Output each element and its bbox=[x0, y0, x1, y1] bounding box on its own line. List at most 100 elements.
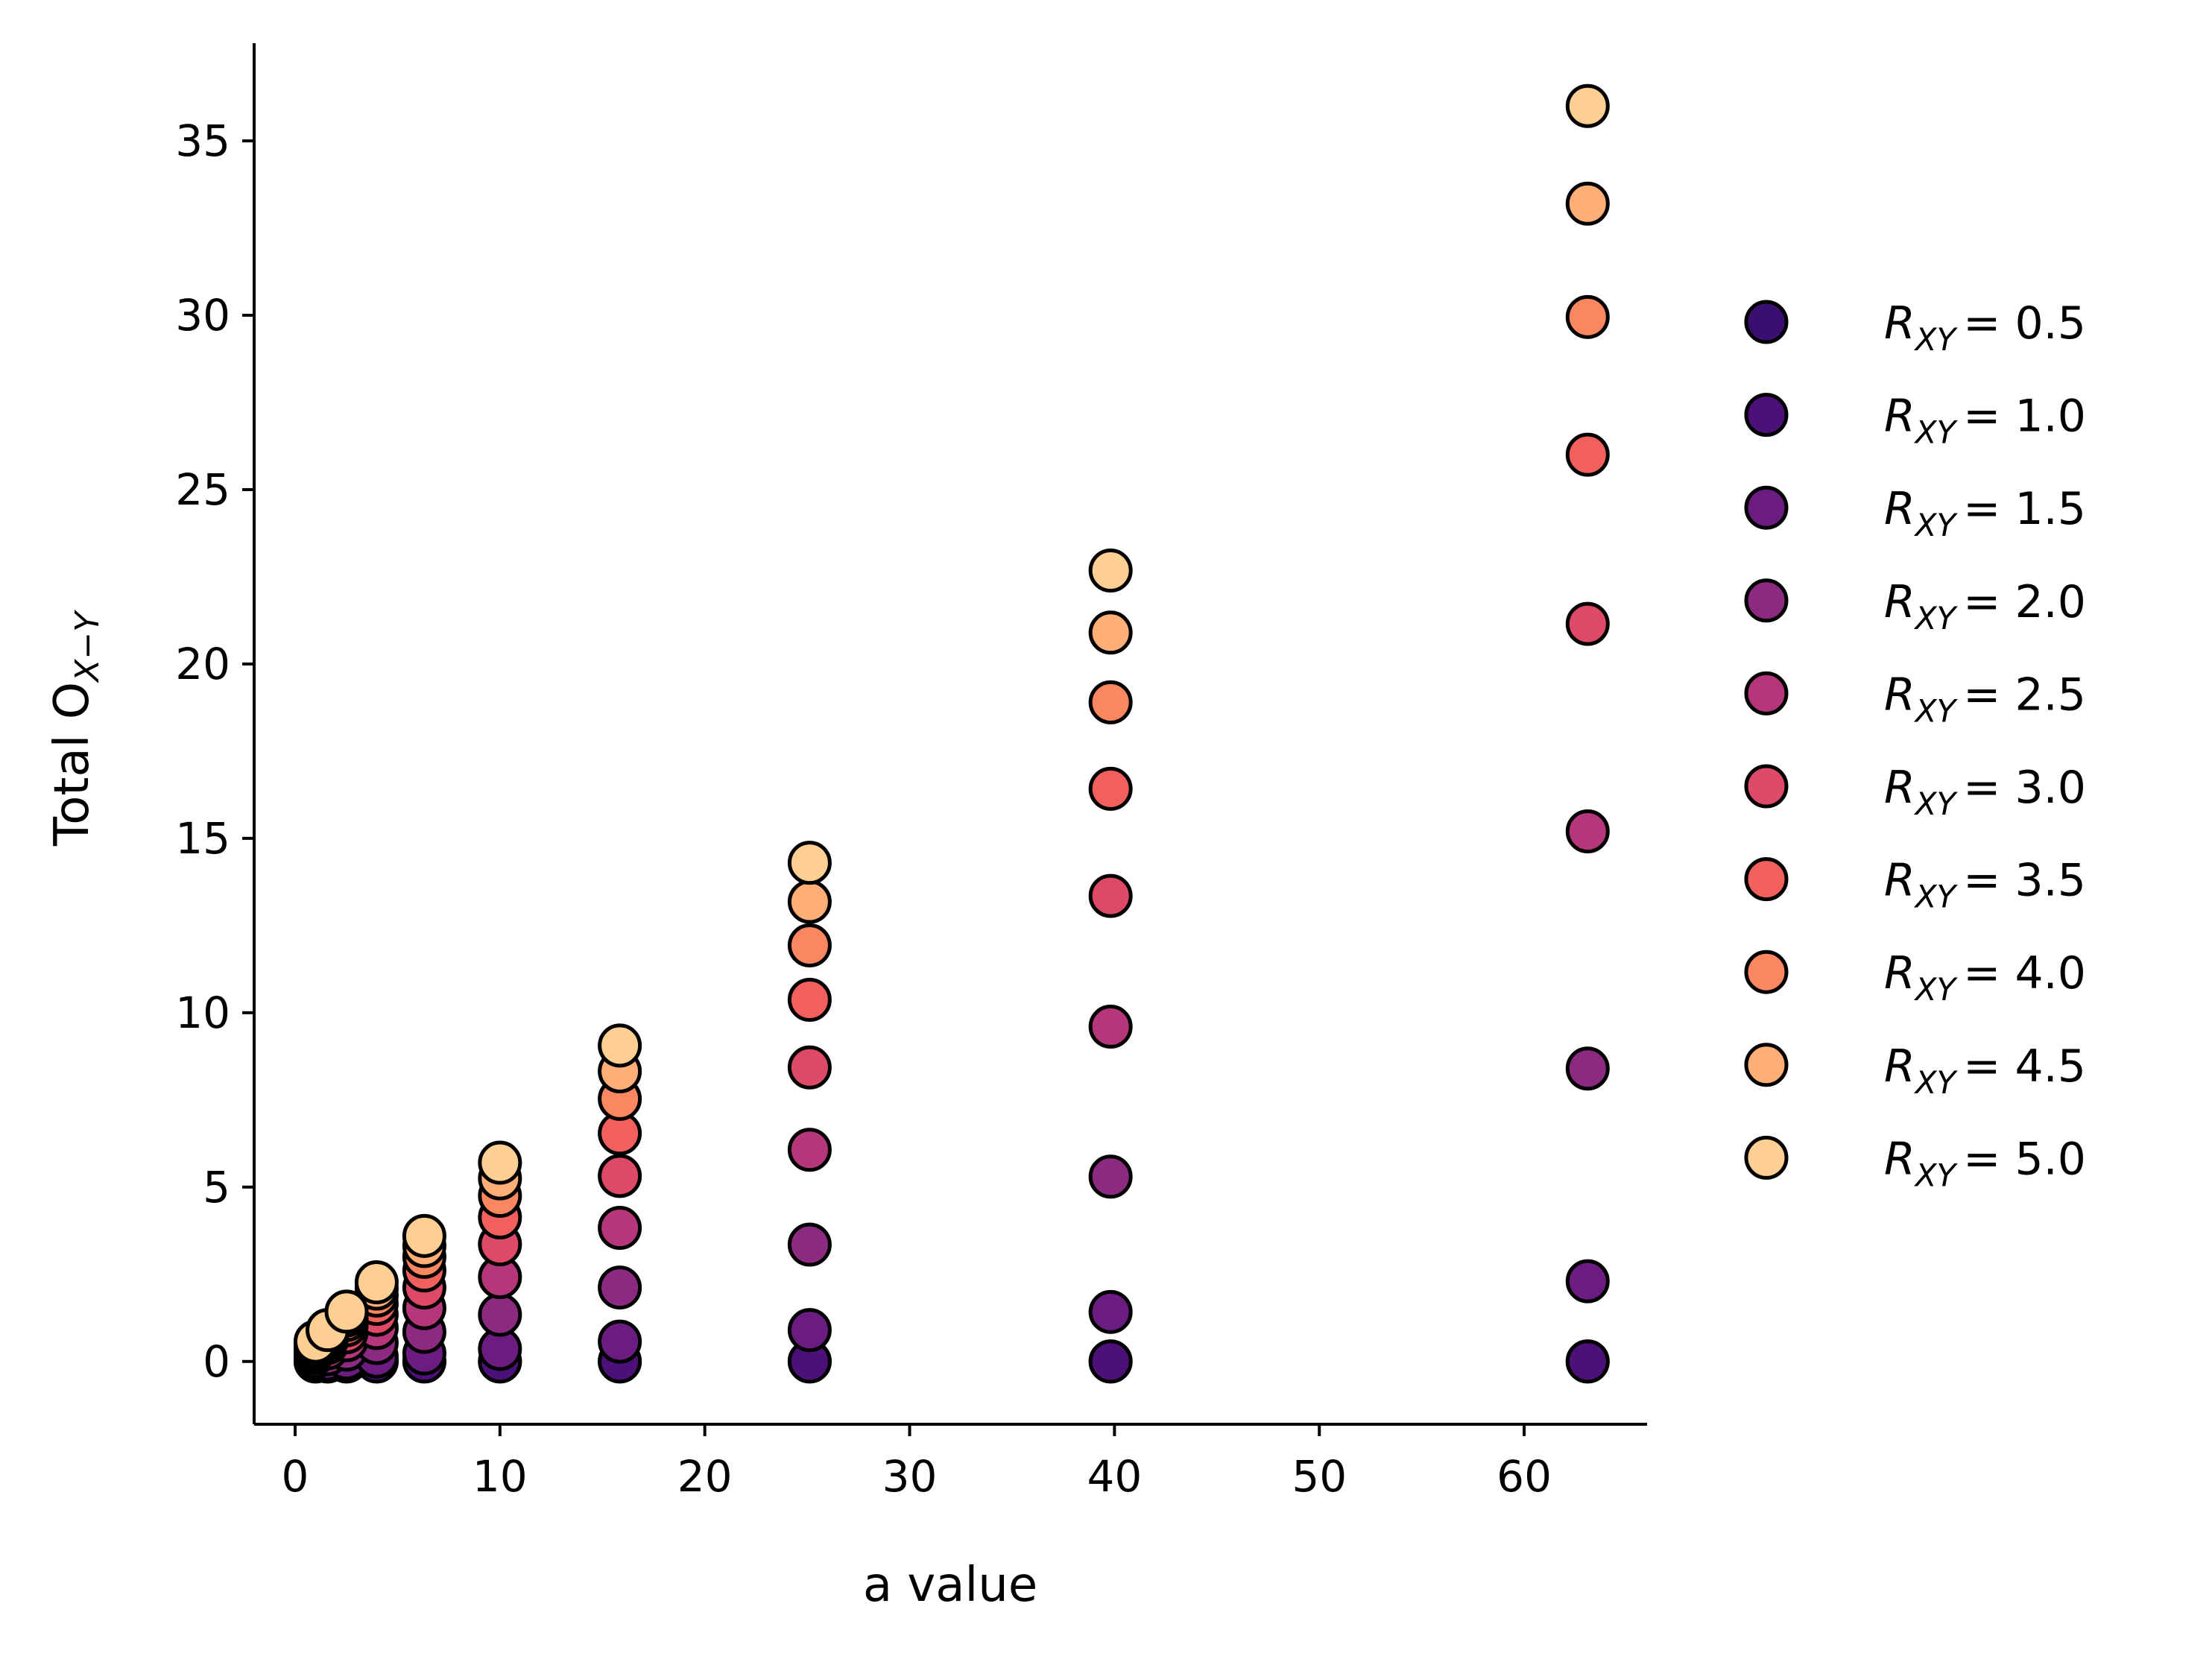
legend-label-subscript: XY bbox=[1914, 786, 1959, 822]
data-point bbox=[787, 841, 832, 885]
y-tick-label: 5 bbox=[203, 1162, 230, 1213]
data-point bbox=[1565, 432, 1610, 477]
data-point bbox=[787, 1128, 832, 1172]
legend-label-subscript: XY bbox=[1914, 692, 1959, 729]
legend-label: RXY = 4.5 bbox=[1884, 1040, 2086, 1101]
data-point bbox=[1565, 181, 1610, 226]
data-point bbox=[598, 1023, 642, 1068]
y-tick-label: 20 bbox=[175, 639, 230, 689]
legend-label: RXY = 3.5 bbox=[1884, 855, 2086, 915]
data-point bbox=[1565, 1046, 1610, 1091]
y-tick-label: 15 bbox=[175, 813, 230, 864]
data-point bbox=[787, 879, 832, 924]
legend-label-subscript: XY bbox=[1914, 1064, 1959, 1101]
data-point bbox=[1088, 680, 1133, 724]
legend-label-subscript: XY bbox=[1914, 600, 1959, 636]
x-tick-label: 30 bbox=[882, 1451, 938, 1502]
y-tick-label: 30 bbox=[175, 290, 230, 341]
legend-label: RXY = 2.5 bbox=[1884, 669, 2086, 729]
x-tick-label: 50 bbox=[1292, 1451, 1347, 1502]
legend-label-value: = 0.5 bbox=[1963, 297, 2086, 350]
legend-marker bbox=[1744, 1043, 1789, 1087]
legend-marker bbox=[1744, 300, 1789, 344]
legend-label-subscript: XY bbox=[1914, 1157, 1959, 1193]
data-point bbox=[354, 1260, 399, 1305]
legend-label-value: = 5.0 bbox=[1963, 1133, 2086, 1185]
y-axis-label-main: Total O bbox=[45, 682, 100, 847]
data-point bbox=[1088, 1154, 1133, 1199]
y-axis-label-subscript: X−Y bbox=[69, 610, 107, 683]
data-point bbox=[478, 1292, 522, 1337]
y-tick-label: 10 bbox=[175, 987, 230, 1038]
legend-label-main: R bbox=[1884, 947, 1915, 999]
legend-label-subscript: XY bbox=[1914, 321, 1959, 358]
data-point bbox=[787, 1222, 832, 1267]
data-point bbox=[787, 923, 832, 968]
legend-label-subscript: XY bbox=[1914, 414, 1959, 451]
legend-label-main: R bbox=[1884, 391, 1915, 443]
legend-label: RXY = 3.0 bbox=[1884, 762, 2086, 822]
legend-label: RXY = 1.5 bbox=[1884, 483, 2086, 543]
data-point bbox=[402, 1213, 446, 1258]
legend-marker bbox=[1744, 1135, 1789, 1180]
data-point bbox=[1565, 294, 1610, 339]
legend-label: RXY = 0.5 bbox=[1884, 297, 2086, 358]
x-tick-label: 60 bbox=[1497, 1451, 1552, 1502]
legend-label: RXY = 1.0 bbox=[1884, 391, 2086, 451]
data-point bbox=[1088, 549, 1133, 593]
legend-label-value: = 4.0 bbox=[1963, 947, 2086, 999]
legend-label-value: = 4.5 bbox=[1963, 1040, 2086, 1093]
y-tick-label: 0 bbox=[203, 1336, 230, 1387]
data-point bbox=[1565, 83, 1610, 128]
x-tick-label: 10 bbox=[473, 1451, 528, 1502]
legend-label-value: = 1.5 bbox=[1963, 483, 2086, 535]
data-point bbox=[787, 978, 832, 1023]
data-point bbox=[1088, 1289, 1133, 1334]
y-tick-label: 35 bbox=[175, 116, 230, 166]
legend-marker bbox=[1744, 949, 1789, 994]
data-point bbox=[1088, 610, 1133, 655]
legend-label: RXY = 2.0 bbox=[1884, 576, 2086, 636]
legend-label-value: = 1.0 bbox=[1963, 391, 2086, 443]
legend-marker bbox=[1744, 764, 1789, 809]
data-point bbox=[1565, 1259, 1610, 1304]
x-axis-label: a value bbox=[863, 1558, 1037, 1613]
legend-label-main: R bbox=[1884, 576, 1915, 628]
data-point bbox=[787, 1045, 832, 1090]
x-tick-label: 40 bbox=[1087, 1451, 1142, 1502]
x-tick-label: 20 bbox=[677, 1451, 733, 1502]
legend-marker bbox=[1744, 857, 1789, 902]
legend-marker bbox=[1744, 485, 1789, 530]
legend-label-value: = 3.5 bbox=[1963, 855, 2086, 907]
data-point bbox=[787, 1308, 832, 1353]
data-point bbox=[478, 1140, 522, 1185]
legend-label-main: R bbox=[1884, 855, 1915, 907]
legend-marker bbox=[1744, 578, 1789, 623]
data-point bbox=[598, 1319, 642, 1364]
data-point bbox=[598, 1206, 642, 1251]
data-markers bbox=[293, 83, 1610, 1384]
legend-marker bbox=[1744, 393, 1789, 437]
legend-label: RXY = 5.0 bbox=[1884, 1133, 2086, 1193]
y-axis-label: Total OX−Y bbox=[45, 610, 107, 847]
legend-label-main: R bbox=[1884, 762, 1915, 814]
x-tick-label: 0 bbox=[282, 1451, 309, 1502]
data-point bbox=[1565, 1339, 1610, 1384]
legend-label-main: R bbox=[1884, 297, 1915, 350]
legend-label-main: R bbox=[1884, 669, 1915, 721]
legend-label-subscript: XY bbox=[1914, 971, 1959, 1008]
legend-label-value: = 2.0 bbox=[1963, 576, 2086, 628]
data-point bbox=[598, 1265, 642, 1310]
legend-label-subscript: XY bbox=[1914, 507, 1959, 543]
legend-marker bbox=[1744, 671, 1789, 715]
data-point bbox=[324, 1289, 369, 1334]
data-point bbox=[1088, 873, 1133, 918]
legend-label-subscript: XY bbox=[1914, 879, 1959, 915]
legend-label-main: R bbox=[1884, 1133, 1915, 1185]
legend-label-value: = 3.0 bbox=[1963, 762, 2086, 814]
legend-label-main: R bbox=[1884, 483, 1915, 535]
